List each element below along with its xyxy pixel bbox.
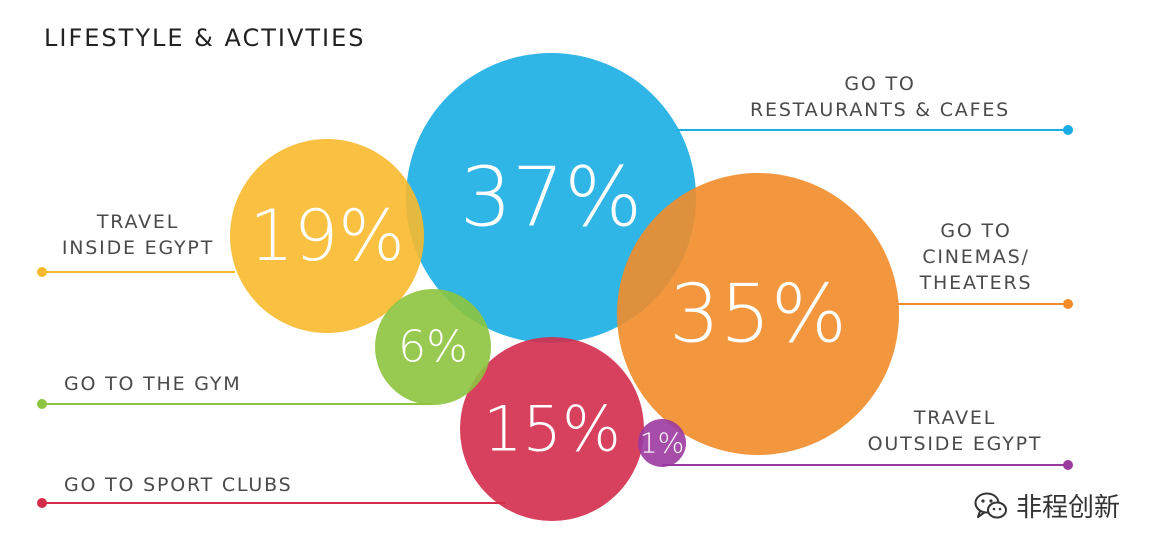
value-label-cinemas: 35% [669, 268, 847, 361]
value-label-travel_inside: 19% [249, 195, 405, 277]
value-label-travel_outside: 1% [640, 427, 684, 460]
leader-lines [37, 125, 1073, 508]
leader-dot-restaurants [1063, 125, 1073, 135]
leader-dot-gym [37, 399, 47, 409]
leader-dot-cinemas [1063, 299, 1073, 309]
chart-title: LIFESTYLE & ACTIVTIES [44, 24, 366, 52]
category-label-cinemas-line-3: THEATERS [919, 272, 1033, 294]
category-label-travel_inside-line-1: TRAVEL [96, 211, 179, 233]
leader-dot-travel_inside [37, 267, 47, 277]
category-labels: GO TO RESTAURANTS & CAFES GO TO CINEMAS/THE… [62, 73, 1043, 496]
bubbles [230, 53, 899, 521]
category-label-cinemas-line-1: GO TO [940, 220, 1011, 242]
leader-dot-sport_clubs [37, 498, 47, 508]
bubble-restaurants [406, 53, 696, 343]
category-label-sport_clubs-line-1: GO TO SPORT CLUBS [64, 474, 292, 496]
leader-dot-travel_outside [1063, 460, 1073, 470]
wechat-icon [974, 492, 1007, 518]
value-label-sport_clubs: 15% [483, 393, 621, 466]
category-label-travel_outside-line-2: OUTSIDE EGYPT [868, 433, 1043, 455]
category-label-restaurants-line-1: GO TO [844, 73, 915, 95]
bubble-travel_outside [638, 419, 686, 467]
value-label-restaurants: 37% [460, 151, 642, 246]
category-label-travel_inside-line-2: INSIDE EGYPT [62, 237, 214, 259]
category-label-gym-line-1: GO TO THE GYM [64, 373, 241, 395]
bubble-travel_inside [230, 139, 424, 333]
bubble-gym [375, 289, 491, 405]
watermark: 非程创新 [974, 487, 1120, 524]
watermark-text: 非程创新 [1015, 493, 1120, 523]
bubble-sport_clubs [460, 337, 644, 521]
category-label-restaurants-line-2: RESTAURANTS & CAFES [750, 99, 1010, 121]
value-labels: 37% 35% 19% 15% 6% 1% [249, 151, 847, 466]
category-label-cinemas-line-2: CINEMAS/ [922, 246, 1029, 268]
category-label-travel_outside-line-1: TRAVEL [913, 407, 996, 429]
bubble-cinemas [617, 173, 899, 455]
value-label-gym: 6% [398, 322, 468, 373]
